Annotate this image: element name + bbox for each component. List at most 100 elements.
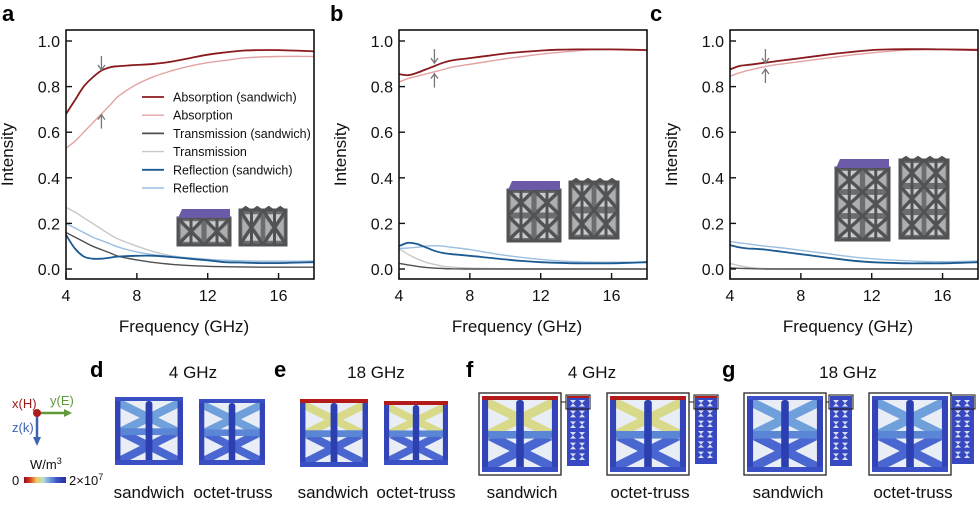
strip-opening xyxy=(698,451,704,455)
strip-opening xyxy=(842,414,848,418)
full-structure-strip xyxy=(950,394,976,464)
z-arrow-head-icon xyxy=(33,437,41,446)
field-post xyxy=(115,397,121,465)
strip-opening xyxy=(579,456,585,460)
sandwich-field-map xyxy=(300,399,368,467)
strip-opening xyxy=(570,456,576,460)
x-tick-label: 16 xyxy=(270,288,288,305)
arrow-head xyxy=(97,64,106,72)
y-axis-label: Intensity xyxy=(662,122,681,186)
legend-label: Reflection xyxy=(173,182,229,196)
x-tick-label: 4 xyxy=(726,288,735,305)
octet-truss-label: octet-truss xyxy=(376,483,455,501)
y-tick-label: 1.0 xyxy=(371,34,393,51)
y-axis-label: Intensity xyxy=(331,122,350,186)
field-bottom-bar xyxy=(747,467,823,472)
field-top-bar xyxy=(610,396,686,400)
strip-opening xyxy=(570,432,576,436)
field-post xyxy=(362,399,368,467)
lattice-opening xyxy=(902,165,910,181)
lattice-opening xyxy=(523,221,532,236)
lattice-opening xyxy=(902,191,910,207)
sandwich-label: sandwich xyxy=(487,483,558,501)
lattice-opening xyxy=(938,217,946,233)
strip-opening xyxy=(570,410,576,414)
colorbar: W/m3 0 2×107 xyxy=(12,456,103,488)
y-tick-label: 0.8 xyxy=(371,80,393,97)
panel-letter-f: f xyxy=(466,357,474,382)
lattice-opening xyxy=(584,188,592,204)
colorbar-max-label: 2×107 xyxy=(69,472,103,488)
field-post xyxy=(384,401,390,465)
top-plate xyxy=(508,181,560,190)
full-structure-strip xyxy=(565,394,591,466)
frequency-label: 4 GHz xyxy=(568,363,616,382)
arrow-head xyxy=(97,113,106,121)
field-top-bar xyxy=(482,396,558,400)
strip-opening xyxy=(579,414,585,418)
strip-opening xyxy=(698,410,704,414)
lattice-opening xyxy=(596,216,604,232)
y-tick-label: 0.2 xyxy=(371,216,393,233)
field-bottom-bar xyxy=(384,460,448,465)
lattice-opening xyxy=(253,217,261,238)
strip-opening xyxy=(698,403,704,407)
x-axis-label: x(H) xyxy=(12,396,37,411)
strip-hot-top xyxy=(567,396,589,398)
y-axis-label: Intensity xyxy=(0,122,17,186)
lattice-opening xyxy=(878,173,887,187)
panel-letter-d: d xyxy=(90,357,103,382)
strip-opening xyxy=(833,435,839,439)
field-post xyxy=(644,400,652,470)
strip-opening xyxy=(579,400,585,404)
series-line-reflection-sandwich xyxy=(399,241,647,265)
lattice-opening xyxy=(206,223,215,240)
strip-zoom-box xyxy=(565,394,591,410)
sandwich-label: sandwich xyxy=(298,483,369,501)
top-plate xyxy=(178,209,230,218)
field-group-f: f 4 GHz sandwich octet-truss xyxy=(466,357,719,502)
octet-truss-field-map xyxy=(384,401,448,465)
lattice-opening xyxy=(938,191,946,207)
x-tick-label: 12 xyxy=(863,288,881,305)
sandwich-label: sandwich xyxy=(753,483,824,501)
strip-opening xyxy=(833,403,839,407)
strip-opening xyxy=(964,420,970,424)
octet-truss-field-map xyxy=(868,392,952,476)
x-tick-label: 12 xyxy=(199,288,217,305)
series-line-reflection xyxy=(730,240,978,263)
full-structure-strip xyxy=(693,394,719,464)
field-post xyxy=(679,396,686,472)
strip-opening xyxy=(842,435,848,439)
strip-opening xyxy=(842,453,848,457)
plot-frame xyxy=(729,29,979,280)
strip-opening xyxy=(955,451,961,455)
series-line-reflection-sandwich xyxy=(730,244,978,265)
panel-letter-b: b xyxy=(330,1,343,26)
strip-opening xyxy=(570,414,576,418)
legend-label: Absorption xyxy=(173,109,233,123)
series-group xyxy=(399,48,647,270)
field-post xyxy=(747,396,754,472)
strip-opening xyxy=(955,413,961,417)
strip-opening xyxy=(579,435,585,439)
top-plate xyxy=(836,159,889,168)
strip-opening xyxy=(842,432,848,436)
strip-opening xyxy=(698,444,704,448)
series-line-absorption xyxy=(66,55,314,149)
series-line-absorption-sandwich xyxy=(66,49,314,115)
series-line-reflection xyxy=(399,244,647,263)
strip-opening xyxy=(698,441,704,445)
strip-opening xyxy=(964,451,970,455)
field-group-g: g 18 GHz sandwich octet-truss xyxy=(722,357,976,502)
strip-opening xyxy=(698,413,704,417)
y-tick-label: 0.6 xyxy=(702,125,724,142)
x-axis-label: Frequency (GHz) xyxy=(783,317,913,336)
field-post xyxy=(816,396,823,472)
plot-panel-b: 0.0 0.2 0.4 0.6 0.8 1.0 4 8 12 16 Frequency (GHz) I… xyxy=(331,29,648,336)
field-post xyxy=(259,399,265,465)
strip-opening xyxy=(570,421,576,425)
arrow-up-icon xyxy=(430,72,439,88)
lattice-edge xyxy=(899,155,949,163)
